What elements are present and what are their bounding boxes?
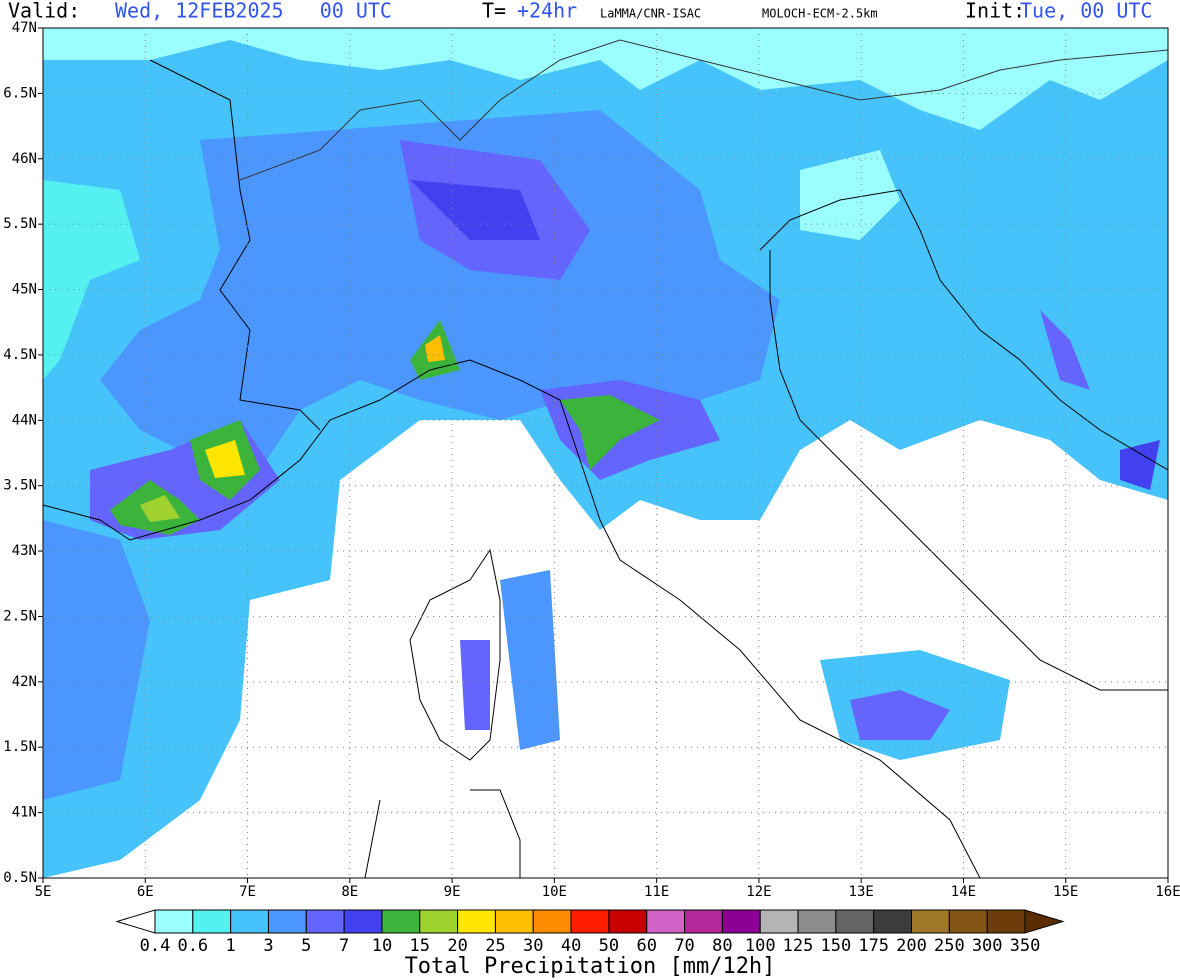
coastlines: [43, 39, 1168, 878]
source: LaMMA/CNR-ISAC: [600, 7, 701, 21]
y-tick-label: 4.5N: [3, 347, 37, 363]
colorbar-label: 0.4: [140, 936, 171, 956]
colorbar-box: [419, 909, 459, 934]
graticule: 5E 6E 7E 8E 9E 10E 11E 12E 13E 14E 15E 16E 47N 6.5N 46…: [3, 20, 1180, 900]
y-tick-label: 5.5N: [3, 216, 37, 232]
colorbar-box: [267, 909, 307, 934]
colorbar-box: [646, 909, 686, 934]
colorbar-box: [721, 909, 761, 934]
colorbar-label: 0.6: [177, 936, 208, 956]
colorbar-box: [381, 909, 421, 934]
colorbar-box: [494, 909, 534, 934]
colorbar-box: [457, 909, 496, 934]
init-value: Tue, 00 UTC: [1020, 0, 1152, 23]
x-tick-label: 11E: [644, 884, 669, 900]
colorbar-above: [1024, 909, 1065, 934]
y-tick-label: 43N: [12, 543, 37, 559]
colorbar-label: 200: [896, 936, 927, 956]
colorbar-label: 300: [972, 936, 1003, 956]
y-tick-label: 46N: [12, 151, 37, 167]
colorbar-label: 40: [561, 936, 581, 956]
t-label: T=: [482, 0, 506, 23]
colorbar-below: [115, 909, 156, 934]
colorbar-box: [343, 909, 383, 934]
colorbar-box: [192, 909, 232, 934]
init-label: Init:: [965, 0, 1025, 23]
x-tick-label: 9E: [444, 884, 461, 900]
colorbar-label: 70: [674, 936, 694, 956]
y-tick-label: 42N: [12, 674, 37, 690]
colorbar-label: 150: [821, 936, 852, 956]
colorbar-box: [948, 909, 988, 934]
colorbar-label: 50: [599, 936, 619, 956]
colorbar-label: 1: [226, 936, 236, 956]
x-tick-label: 8E: [341, 884, 358, 900]
colorbar-title: Total Precipitation [mm/12h]: [405, 954, 776, 979]
colorbar-box: [230, 909, 269, 934]
colorbar-label: 15: [410, 936, 430, 956]
colorbar: Total Precipitation [mm/12h] 0.4 0.6 1 3 5 7 1…: [115, 909, 1065, 979]
colorbar-label: 125: [783, 936, 814, 956]
y-tick-label: 1.5N: [3, 739, 37, 755]
colorbar-label: 60: [636, 936, 656, 956]
colorbar-label: 80: [712, 936, 732, 956]
map-frame: [42, 27, 1169, 879]
y-tick-label: 0.5N: [3, 870, 37, 886]
colorbar-label: 3: [263, 936, 273, 956]
colorbar-label: 250: [934, 936, 965, 956]
colorbar-label: 350: [1010, 936, 1041, 956]
colorbar-label: 10: [372, 936, 392, 956]
colorbar-box: [305, 909, 345, 934]
colorbar-label: 175: [858, 936, 889, 956]
colorbar-box: [986, 909, 1026, 934]
colorbar-box: [911, 909, 950, 934]
x-tick-label: 7E: [239, 884, 256, 900]
y-tick-label: 6.5N: [3, 85, 37, 101]
valid-value: Wed, 12FEB2025 00 UTC: [115, 0, 392, 23]
colorbar-label: 5: [301, 936, 311, 956]
colorbar-box: [873, 909, 913, 934]
y-tick-label: 3.5N: [3, 478, 37, 494]
x-tick-label: 10E: [542, 884, 567, 900]
y-tick-label: 44N: [12, 412, 37, 428]
colorbar-box: [797, 909, 837, 934]
precipitation-field: [43, 28, 1168, 878]
x-tick-label: 12E: [746, 884, 771, 900]
colorbar-label: 7: [339, 936, 349, 956]
colorbar-box: [759, 909, 799, 934]
colorbar-box: [532, 909, 572, 934]
colorbar-box: [570, 909, 610, 934]
colorbar-box: [154, 909, 194, 934]
model: MOLOCH-ECM-2.5km: [762, 7, 878, 21]
x-tick-label: 15E: [1053, 884, 1078, 900]
colorbar-label: 100: [745, 936, 776, 956]
colorbar-box: [608, 909, 648, 934]
x-tick-label: 5E: [35, 884, 52, 900]
x-tick-label: 14E: [951, 884, 976, 900]
header: Valid: Wed, 12FEB2025 00 UTC T= +24hr La…: [8, 0, 1152, 23]
y-tick-label: 47N: [12, 20, 37, 36]
colorbar-box: [684, 909, 723, 934]
x-tick-label: 6E: [137, 884, 154, 900]
colorbar-label: 30: [523, 936, 543, 956]
x-tick-label: 16E: [1155, 884, 1180, 900]
y-tick-label: 2.5N: [3, 608, 37, 624]
valid-label: Valid:: [8, 0, 80, 23]
y-tick-label: 45N: [12, 282, 37, 298]
y-tick-label: 41N: [12, 805, 37, 821]
colorbar-label: 25: [485, 936, 505, 956]
colorbar-label: 20: [447, 936, 467, 956]
x-tick-label: 13E: [849, 884, 874, 900]
colorbar-box: [835, 909, 875, 934]
t-value: +24hr: [517, 0, 577, 23]
